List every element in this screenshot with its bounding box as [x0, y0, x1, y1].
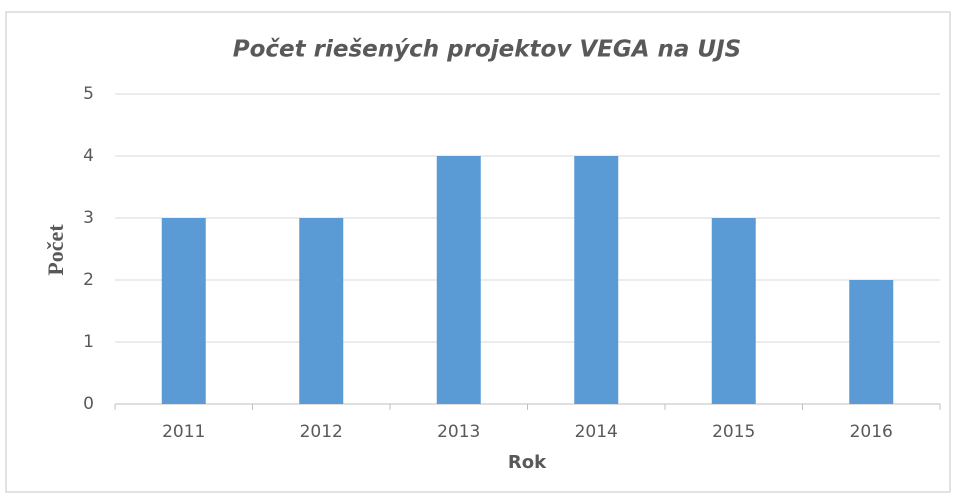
- x-tick-label: 2012: [300, 422, 343, 442]
- y-tick-label: 5: [83, 84, 94, 104]
- bar: [299, 218, 344, 404]
- y-tick-label: 4: [83, 146, 94, 166]
- y-tick-label: 0: [83, 394, 94, 414]
- x-tick-label: 2013: [437, 422, 480, 442]
- x-tick-label: 2015: [712, 422, 755, 442]
- x-tick-label: 2014: [575, 422, 618, 442]
- x-tick-label: 2016: [850, 422, 893, 442]
- bar: [436, 156, 481, 404]
- x-axis-label: Rok: [508, 452, 547, 473]
- chart-title: Počet riešených projektov VEGA na UJS: [233, 37, 741, 63]
- bar: [849, 280, 894, 404]
- y-tick-label: 3: [83, 208, 94, 228]
- bar: [574, 156, 619, 404]
- y-axis-label: Počet: [43, 224, 68, 276]
- bar: [711, 218, 756, 404]
- x-tick-label: 2011: [162, 422, 205, 442]
- y-tick-label: 2: [83, 270, 94, 290]
- bar: [161, 218, 206, 404]
- y-tick-label: 1: [83, 332, 94, 352]
